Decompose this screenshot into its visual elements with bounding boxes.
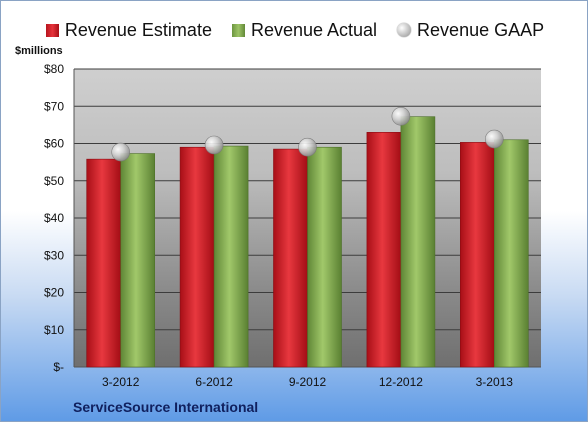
y-tick-label: $50 [44, 174, 64, 188]
y-tick-label: $30 [44, 248, 64, 262]
marker-revenue-gaap [204, 135, 224, 155]
legend-item-revenue-estimate: Revenue Estimate [45, 19, 212, 41]
y-tick-label: $70 [44, 99, 64, 113]
company-name: ServiceSource International [73, 399, 259, 415]
bar-revenue-estimate [273, 148, 308, 368]
marker-revenue-gaap [391, 107, 411, 126]
x-tick-label: 9-2012 [289, 375, 327, 389]
legend-swatch-revenue-estimate [45, 23, 59, 37]
x-tick-label: 12-2012 [379, 375, 423, 389]
bar-revenue-actual [120, 153, 155, 368]
x-tick-label: 3-2013 [476, 375, 514, 389]
marker-revenue-gaap [298, 137, 317, 157]
bar-revenue-estimate [459, 142, 495, 368]
legend-item-revenue-actual: Revenue Actual [231, 19, 378, 41]
bar-revenue-estimate [366, 132, 402, 368]
legend-item-revenue-gaap: Revenue GAAP [397, 20, 544, 41]
y-tick-label: $60 [44, 137, 64, 151]
bar-revenue-actual [307, 146, 342, 368]
legend-label-revenue-actual: Revenue Actual [250, 19, 378, 40]
bar-revenue-estimate [86, 158, 121, 368]
bar-revenue-actual [213, 145, 249, 368]
y-tick-label: $- [53, 360, 64, 374]
bar-revenue-estimate [179, 146, 215, 368]
legend-label-revenue-gaap: Revenue GAAP [417, 19, 545, 40]
marker-revenue-gaap [484, 129, 504, 149]
marker-revenue-gaap [111, 142, 130, 162]
legend-swatch-revenue-gaap [397, 23, 412, 37]
legend-label-revenue-estimate: Revenue Estimate [64, 19, 212, 40]
y-tick-label: $80 [44, 62, 64, 76]
y-tick-label: $10 [44, 323, 64, 337]
chart-legend: Revenue Estimate Revenue Actual Revenue … [1, 17, 588, 43]
bar-revenue-actual [400, 116, 436, 368]
y-axis-unit-label: $millions [15, 45, 63, 57]
bar-revenue-actual [493, 139, 529, 368]
x-tick-label: 6-2012 [195, 375, 233, 389]
legend-swatch-revenue-actual [231, 23, 245, 37]
x-tick-label: 3-2012 [102, 375, 140, 389]
y-tick-label: $40 [44, 211, 64, 225]
y-tick-label: $20 [44, 286, 64, 300]
